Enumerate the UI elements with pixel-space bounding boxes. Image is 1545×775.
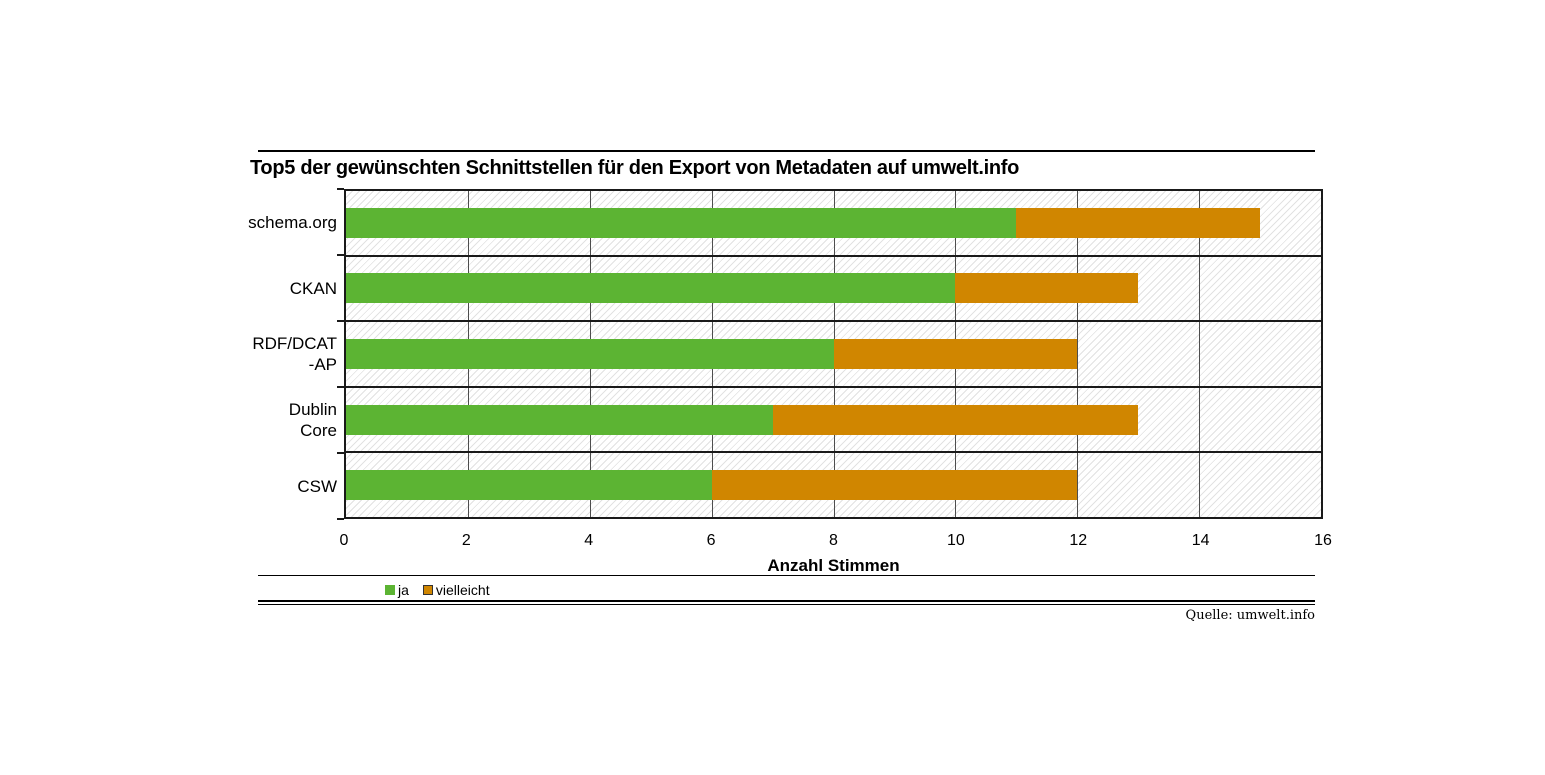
y-axis-label: CSW bbox=[297, 476, 337, 496]
y-axis-tick bbox=[337, 188, 344, 190]
legend-item-vielleicht: vielleicht bbox=[422, 582, 490, 598]
y-axis-tick bbox=[337, 386, 344, 388]
x-axis-tick-label: 14 bbox=[1191, 532, 1210, 549]
x-axis-tick-label: 8 bbox=[829, 532, 838, 549]
bar-segment-vielleicht bbox=[711, 470, 1078, 501]
y-axis-tick bbox=[337, 254, 344, 256]
x-axis-tick-label: 2 bbox=[461, 532, 471, 549]
plot-area bbox=[344, 189, 1323, 519]
x-axis-tick-label: 0 bbox=[339, 532, 349, 549]
x-axis-tick-label: 4 bbox=[584, 532, 594, 549]
y-axis-labels: schema.org CKAN RDF/DCAT -AP Dublin Core CSW bbox=[110, 189, 337, 519]
bar-segment-ja bbox=[346, 207, 1017, 238]
gridline-x-12 bbox=[1077, 191, 1079, 517]
bar-segment-ja bbox=[346, 338, 834, 369]
axis-divider bbox=[258, 575, 1315, 576]
x-axis-tick-labels: 0 2 4 6 8 10 12 14 16 bbox=[340, 519, 1332, 553]
y-axis-label: schema.org bbox=[248, 212, 337, 232]
bar-segment-vielleicht bbox=[833, 338, 1078, 369]
bottom-divider bbox=[258, 600, 1315, 605]
source-caption: Quelle: umwelt.info bbox=[1185, 608, 1315, 623]
y-axis-label: RDF/DCAT -AP bbox=[252, 334, 337, 374]
x-axis-tick-label: 6 bbox=[706, 532, 716, 549]
bar-row-csw bbox=[346, 453, 1321, 517]
bar-segment-vielleicht bbox=[1016, 207, 1261, 238]
y-axis-tick bbox=[337, 320, 344, 322]
bar-segment-ja bbox=[346, 273, 956, 304]
bar-row-dublin bbox=[346, 388, 1321, 454]
bar-segment-vielleicht bbox=[772, 404, 1139, 435]
legend-label: vielleicht bbox=[435, 582, 490, 598]
legend-item-ja: ja bbox=[385, 582, 409, 598]
gridline-x-14 bbox=[1199, 191, 1201, 517]
bar-segment-ja bbox=[346, 470, 712, 501]
bar-row-ckan bbox=[346, 257, 1321, 323]
top-divider bbox=[258, 150, 1315, 152]
x-axis-tick-label: 10 bbox=[946, 532, 965, 549]
bar-segment-vielleicht bbox=[955, 273, 1139, 304]
plot-column: 0 2 4 6 8 10 12 14 16 bbox=[340, 189, 1332, 553]
chart-legend: ja vielleicht bbox=[385, 582, 490, 598]
legend-label: ja bbox=[398, 582, 409, 598]
x-axis-tick-label: 12 bbox=[1069, 532, 1088, 549]
legend-swatch-ja bbox=[385, 585, 395, 595]
x-axis-title: Anzahl Stimmen bbox=[767, 556, 900, 575]
y-axis-label: Dublin Core bbox=[288, 400, 337, 440]
bar-segment-ja bbox=[346, 404, 773, 435]
bar-row-schema-org bbox=[346, 191, 1321, 257]
y-axis-tick bbox=[337, 452, 344, 454]
y-axis-tick bbox=[337, 518, 344, 520]
bar-row-rdf-dcat bbox=[346, 322, 1321, 388]
bar-rows bbox=[346, 191, 1321, 517]
chart-title: Top5 der gewünschten Schnittstellen für … bbox=[250, 157, 1020, 179]
y-axis-label: CKAN bbox=[289, 278, 337, 298]
legend-swatch-vielleicht bbox=[422, 585, 433, 595]
x-axis-tick-label: 16 bbox=[1314, 532, 1332, 549]
